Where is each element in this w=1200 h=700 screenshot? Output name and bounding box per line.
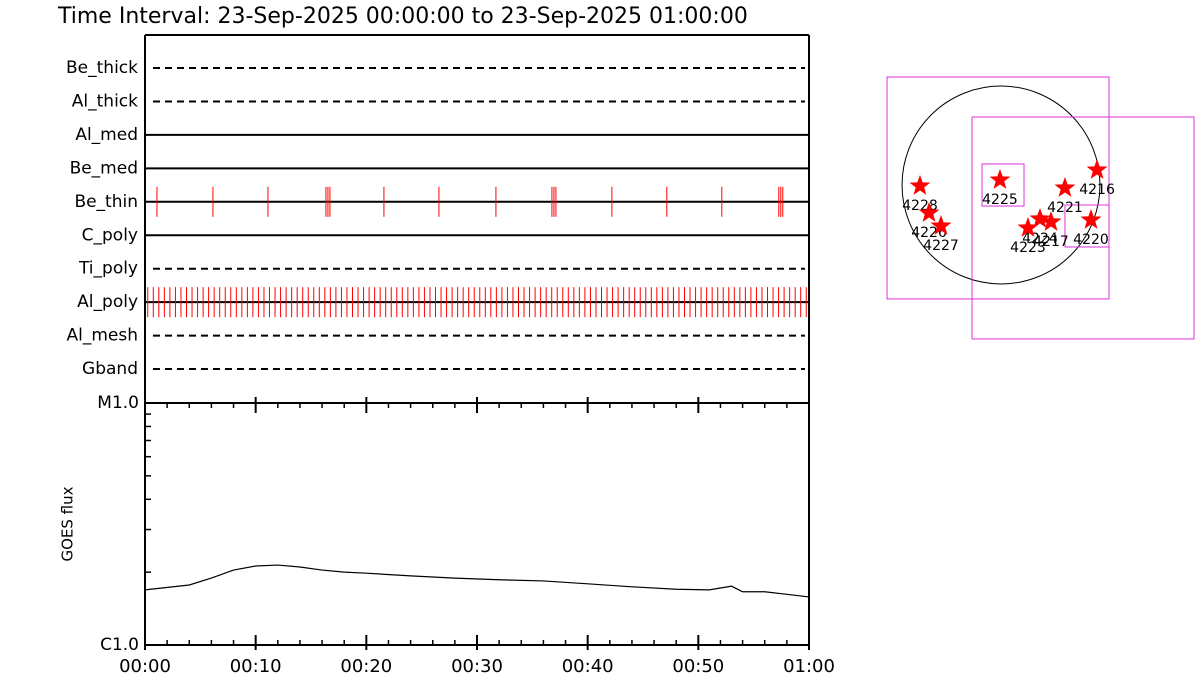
row-label: Be_thin <box>74 192 138 212</box>
row-label: Al_med <box>75 125 138 145</box>
y-tick-label: M1.0 <box>97 393 139 413</box>
x-tick-label: 01:00 <box>783 656 835 677</box>
region-star <box>1080 209 1102 229</box>
region-label: 4223 <box>1010 240 1046 256</box>
row-label: Al_thick <box>72 91 138 111</box>
fov-box <box>1064 204 1110 248</box>
x-tick-label: 00:00 <box>119 656 171 677</box>
region-star <box>1029 208 1051 228</box>
region-label: 4227 <box>923 238 959 254</box>
row-label: Gband <box>82 359 138 379</box>
region-label: 4224 <box>1022 231 1058 247</box>
row-label: Be_med <box>70 158 138 178</box>
x-tick-label: 00:20 <box>340 656 392 677</box>
y-tick-label: C1.0 <box>100 635 139 655</box>
region-label: 4217 <box>1033 234 1069 250</box>
row-label: Ti_poly <box>78 259 138 279</box>
region-star <box>989 169 1011 189</box>
region-star <box>918 202 940 222</box>
solar-disk <box>901 85 1101 285</box>
row-label: C_poly <box>82 225 138 245</box>
region-star <box>1086 159 1108 179</box>
region-label: 4221 <box>1047 200 1083 216</box>
fov-box <box>886 76 1110 300</box>
region-star <box>1017 217 1039 237</box>
region-label: 4225 <box>982 192 1018 208</box>
y-axis-label: GOES flux <box>59 486 77 561</box>
x-tick-label: 00:30 <box>451 656 503 677</box>
region-star <box>1054 177 1076 197</box>
chart-title: Time Interval: 23-Sep-2025 00:00:00 to 2… <box>57 4 748 29</box>
row-label: Al_poly <box>77 292 138 312</box>
region-star <box>930 215 952 235</box>
region-star <box>909 175 931 195</box>
region-star <box>1040 211 1062 231</box>
flux-line <box>144 564 810 598</box>
row-label: Al_mesh <box>66 326 138 346</box>
region-label: 4220 <box>1073 232 1109 248</box>
fov-box <box>971 116 1195 340</box>
x-tick-label: 00:10 <box>230 656 282 677</box>
x-tick-label: 00:50 <box>672 656 724 677</box>
plot-frame <box>144 402 810 646</box>
x-tick-label: 00:40 <box>562 656 614 677</box>
row-label: Be_thick <box>66 58 138 78</box>
region-label: 4216 <box>1079 182 1115 198</box>
fov-box <box>981 163 1025 207</box>
